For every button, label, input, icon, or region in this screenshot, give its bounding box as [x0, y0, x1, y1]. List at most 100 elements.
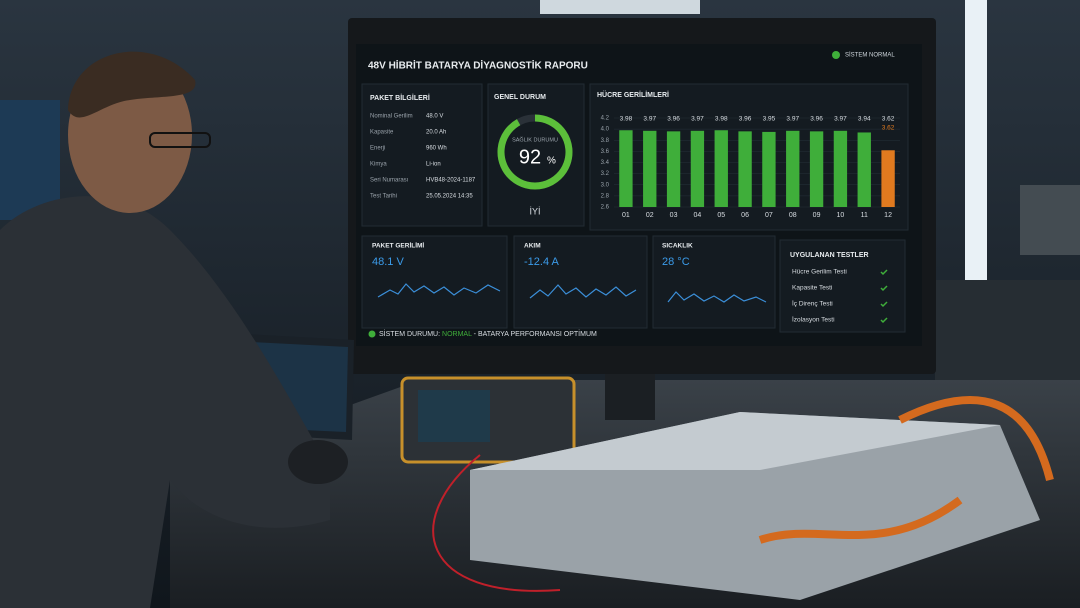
x-tick-label: 01 — [622, 212, 630, 219]
bar — [738, 131, 752, 207]
oscilloscope-screen — [418, 390, 490, 442]
y-tick-label: 3.4 — [601, 160, 610, 166]
person-hair — [68, 51, 196, 118]
cable — [898, 396, 1054, 481]
bar — [690, 130, 705, 207]
x-tick-label: 11 — [861, 212, 868, 219]
battery-top — [470, 412, 1000, 470]
test-item: İzolasyon Testi — [792, 315, 835, 324]
bar — [619, 130, 633, 207]
status-icon — [832, 51, 840, 59]
info-label: Test Tarihi — [370, 194, 397, 200]
value-label: 3.97 — [691, 116, 704, 123]
panel-heading: UYGULANAN TESTLER — [790, 252, 869, 259]
title: 48V HİBRİT BATARYA DİYAGNOSTİK RAPORU — [368, 59, 588, 72]
value-label: 3.96 — [739, 116, 752, 123]
status: SİSTEM NORMAL — [845, 52, 895, 59]
info-label: Seri Numarası — [370, 178, 409, 184]
bar — [666, 131, 681, 207]
value-label: 3.98 — [715, 116, 728, 123]
info-label: Kimya — [370, 162, 387, 168]
glove — [288, 440, 348, 484]
rack — [0, 100, 60, 220]
gauge-unit: % — [547, 156, 556, 167]
bar — [762, 131, 776, 207]
bar — [809, 131, 824, 207]
x-tick-label: 05 — [717, 212, 725, 219]
info-label: Nominal Gerilim — [370, 114, 413, 120]
metric-label: AKIM — [524, 243, 541, 250]
panel — [779, 239, 906, 333]
value-label: 3.95 — [763, 116, 776, 123]
info-value: 20.0 Ah — [426, 130, 446, 136]
metric-value: -12.4 A — [524, 256, 560, 268]
x-tick-label: 10 — [837, 212, 845, 219]
footer-state: NORMAL — [442, 331, 472, 338]
info-value: 25.05.2024 14:35 — [426, 194, 473, 200]
x-tick-label: 08 — [789, 212, 797, 219]
metric-label: PAKET GERİLİMİ — [372, 242, 424, 250]
test-item: Kapasite Testi — [792, 285, 832, 292]
y-tick-label: 2.6 — [601, 205, 610, 211]
info-label: Kapasite — [370, 130, 394, 136]
y-tick-label: 2.8 — [601, 193, 610, 199]
check-icon — [880, 285, 888, 292]
metric-label: SICAKLIK — [662, 243, 693, 250]
gauge-label: SAĞLIK DURUMU — [512, 136, 558, 143]
x-tick-label: 07 — [765, 212, 773, 219]
panel — [513, 235, 648, 329]
x-tick-label: 09 — [813, 212, 821, 219]
value-label: 3.98 — [620, 116, 633, 123]
value-label-highlight: 3.62 — [882, 125, 895, 132]
bar — [881, 150, 895, 207]
x-tick-label: 06 — [741, 212, 749, 219]
bar — [833, 130, 848, 207]
gauge-rating: İYİ — [529, 206, 540, 216]
y-tick-label: 3.8 — [601, 138, 610, 144]
light-tube — [965, 0, 987, 280]
ceiling-light — [540, 0, 700, 14]
sparkline — [529, 284, 637, 299]
y-tick-label: 3.2 — [601, 171, 610, 177]
x-tick-label: 02 — [646, 212, 654, 219]
chart-title: HÜCRE GERİLİMLERİ — [597, 90, 669, 99]
panel — [361, 83, 483, 227]
sparkline — [377, 283, 501, 298]
cable — [758, 496, 963, 544]
x-tick-label: 04 — [694, 212, 702, 219]
sparkline — [667, 291, 767, 303]
y-tick-label: 3.6 — [601, 149, 610, 155]
value-label: 3.97 — [834, 116, 847, 123]
bar — [786, 130, 800, 207]
gauge-value: 92 — [519, 146, 541, 168]
info-value: 960 Wh — [426, 146, 447, 152]
gauge-arc — [497, 114, 573, 190]
panel-heading: GENEL DURUM — [494, 94, 546, 101]
info-value: Li-ion — [426, 162, 441, 168]
person — [0, 196, 330, 608]
footer: SİSTEM DURUMU: NORMAL - BATARYA PERFORMA… — [379, 329, 597, 338]
value-label: 3.96 — [810, 116, 823, 123]
value-label: 3.97 — [786, 116, 799, 123]
panel-heading: PAKET BİLGİLERİ — [370, 94, 430, 102]
info-value: 48.0 V — [426, 114, 443, 120]
y-tick-label: 3.0 — [601, 182, 610, 188]
value-label: 3.62 — [882, 116, 895, 123]
check-icon — [880, 317, 888, 324]
footer-message: - BATARYA PERFORMANSI OPTİMUM — [474, 329, 597, 338]
equipment — [1020, 185, 1080, 255]
y-tick-label: 4.0 — [601, 127, 610, 133]
info-label: Enerji — [370, 146, 385, 152]
info-value: HVB48-2024-1187 — [426, 178, 476, 184]
check-icon — [880, 269, 888, 276]
bar — [857, 132, 871, 207]
metric-value: 28 °C — [662, 256, 690, 268]
metric-value: 48.1 V — [372, 256, 404, 268]
glasses — [149, 132, 211, 148]
probe-wire — [432, 454, 561, 592]
footer-prefix: SİSTEM DURUMU: — [379, 329, 440, 338]
test-item: İç Direnç Testi — [792, 299, 833, 308]
value-label: 3.97 — [643, 116, 656, 123]
bar — [714, 130, 728, 207]
